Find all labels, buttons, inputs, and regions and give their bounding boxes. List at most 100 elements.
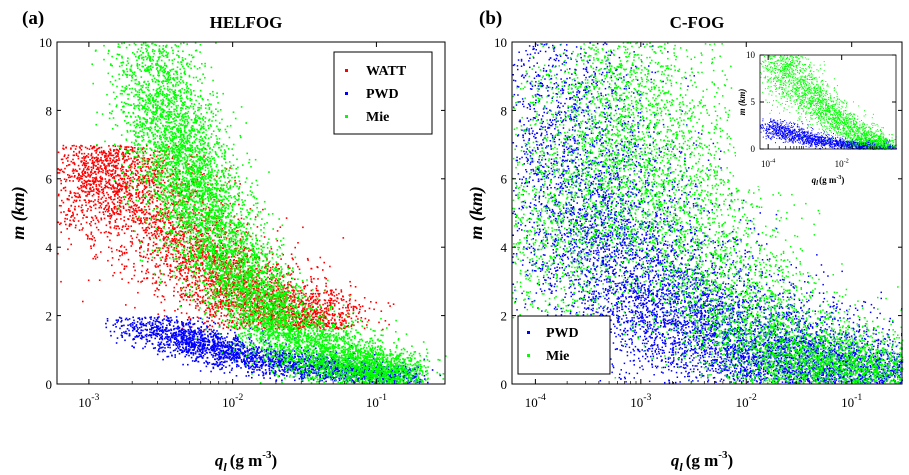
watt-point (348, 304, 350, 306)
watt-point (259, 277, 261, 279)
watt-point (180, 235, 182, 237)
watt-point (137, 163, 139, 165)
watt-point (212, 281, 214, 283)
watt-point (134, 270, 136, 272)
watt-point (285, 288, 287, 290)
watt-point (356, 316, 358, 318)
watt-point (183, 250, 185, 252)
watt-point (110, 233, 112, 235)
pwd-point (167, 347, 169, 349)
watt-point (144, 151, 146, 153)
watt-point (129, 206, 131, 208)
watt-point (270, 269, 272, 271)
watt-point (132, 161, 134, 163)
watt-point (320, 319, 322, 321)
watt-point (358, 304, 360, 306)
watt-point (223, 328, 225, 330)
watt-point (214, 256, 216, 258)
watt-point (86, 181, 88, 183)
watt-point (102, 152, 104, 154)
watt-point (132, 181, 134, 183)
watt-point (334, 303, 336, 305)
watt-point (64, 221, 66, 223)
watt-point (115, 152, 117, 154)
watt-point (76, 153, 78, 155)
watt-point (155, 236, 157, 238)
watt-point (259, 307, 261, 309)
watt-point (276, 290, 278, 292)
watt-point (237, 318, 239, 320)
watt-point (129, 190, 131, 192)
watt-point (62, 162, 64, 164)
watt-point (131, 146, 133, 148)
watt-point (296, 263, 298, 265)
watt-point (347, 307, 349, 309)
watt-point (92, 173, 94, 175)
watt-point (218, 296, 220, 298)
watt-point (276, 264, 278, 266)
watt-point (219, 318, 221, 320)
watt-point (149, 185, 151, 187)
watt-point (97, 157, 99, 159)
watt-point (76, 154, 78, 156)
watt-point (120, 214, 122, 216)
watt-point (124, 162, 126, 164)
watt-point (119, 206, 121, 208)
watt-point (293, 291, 295, 293)
watt-point (165, 256, 167, 258)
watt-point (116, 228, 118, 230)
watt-point (108, 232, 110, 234)
pwd-point (294, 380, 296, 382)
watt-point (64, 178, 66, 180)
pwd-point (200, 354, 202, 356)
pwd-point (203, 362, 205, 364)
watt-point (65, 190, 67, 192)
watt-point (330, 289, 332, 291)
watt-point (246, 310, 248, 312)
watt-point (121, 254, 123, 256)
pwd-point (155, 323, 157, 325)
watt-point (114, 173, 116, 175)
watt-point (141, 240, 143, 242)
watt-point (120, 168, 122, 170)
watt-point (305, 293, 307, 295)
watt-point (150, 253, 152, 255)
watt-point (325, 300, 327, 302)
watt-point (214, 243, 216, 245)
watt-point (190, 231, 192, 233)
watt-point (209, 283, 211, 285)
watt-point (160, 273, 162, 275)
watt-point (114, 195, 116, 197)
watt-point (117, 235, 119, 237)
watt-point (108, 175, 110, 177)
watt-point (278, 263, 280, 265)
watt-point (94, 256, 96, 258)
watt-point (219, 220, 221, 222)
watt-point (294, 279, 296, 281)
pwd-point (212, 356, 214, 358)
watt-point (124, 266, 126, 268)
watt-point (59, 172, 61, 174)
watt-point (179, 301, 181, 303)
watt-point (164, 315, 166, 317)
watt-point (222, 204, 224, 206)
watt-point (109, 221, 111, 223)
watt-point (277, 288, 279, 290)
watt-point (233, 298, 235, 300)
watt-point (91, 174, 93, 176)
watt-point (214, 303, 216, 305)
watt-point (81, 187, 83, 189)
watt-point (224, 277, 226, 279)
watt-point (197, 268, 199, 270)
watt-point (204, 220, 206, 222)
watt-point (130, 195, 132, 197)
watt-point (126, 249, 128, 251)
watt-point (107, 155, 109, 157)
watt-point (139, 248, 141, 250)
watt-point (89, 223, 91, 225)
watt-point (205, 294, 207, 296)
watt-point (122, 152, 124, 154)
watt-point (79, 168, 81, 170)
watt-point (157, 255, 159, 257)
watt-point (102, 197, 104, 199)
